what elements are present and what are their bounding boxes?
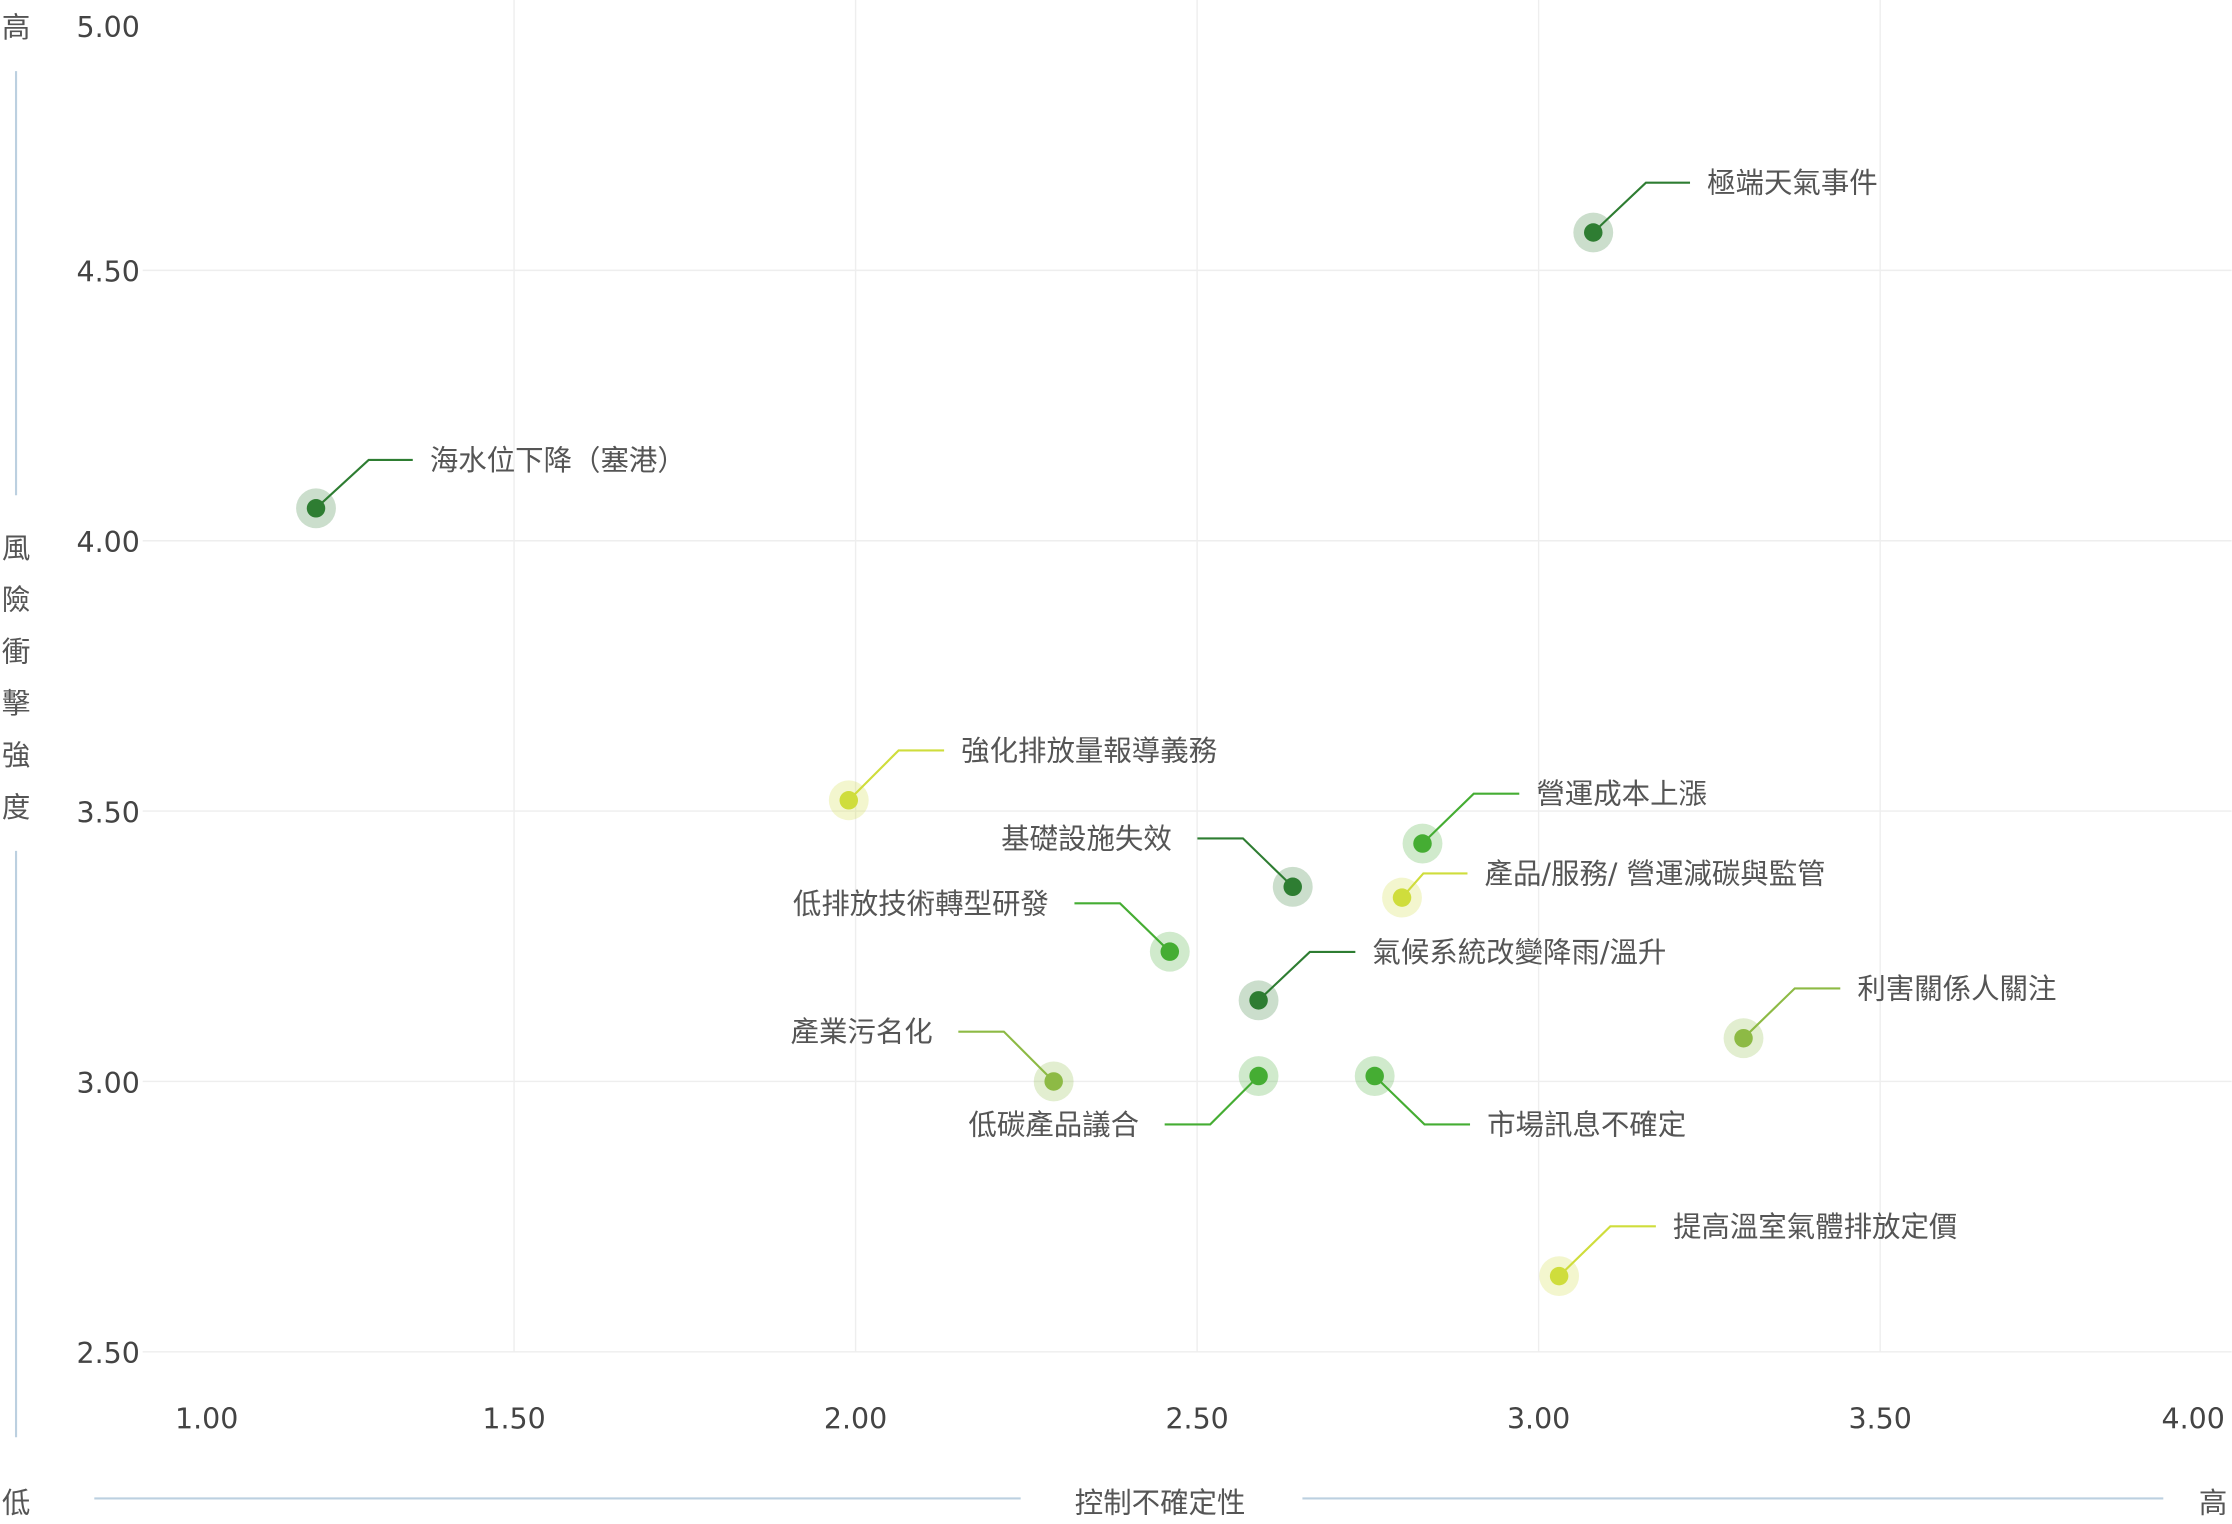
point-label: 極端天氣事件 [1707,167,1878,200]
x-tick-label: 1.50 [482,1403,545,1436]
point-marker[interactable] [839,791,859,810]
leader-line [1164,1075,1260,1126]
leader-line [848,749,945,802]
x-axis-title: 控制不確定性 [1075,1487,1246,1520]
data-point[interactable]: 營運成本上漲 [1402,778,1707,864]
x-tick-label: 4.00 [2162,1403,2225,1436]
x-tick-label: 1.00 [175,1403,238,1436]
point-label: 利害關係人關注 [1857,972,2056,1005]
leader-line [1373,1075,1471,1126]
x-low-label: 低 [2,1487,30,1520]
grid [142,0,2232,1353]
point-marker[interactable] [1392,888,1412,907]
leader-line [1197,837,1294,888]
y-tick-label: 2.50 [77,1337,140,1370]
leader-line [1074,902,1171,953]
data-point[interactable]: 極端天氣事件 [1573,167,1878,253]
data-point[interactable]: 利害關係人關注 [1723,972,2057,1059]
leader-line [1558,1225,1656,1277]
point-marker[interactable] [1160,942,1180,961]
leader-line [315,458,413,510]
point-marker[interactable] [1283,877,1302,897]
y-tick-label: 5.00 [77,11,140,44]
point-marker[interactable] [1044,1072,1063,1091]
point-label: 氣候系統改變降雨/溫升 [1372,936,1666,969]
point-label: 海水位下降（塞港） [430,444,686,477]
leader-line [958,1030,1055,1083]
point-label: 低排放技術轉型研發 [793,887,1049,920]
point-label: 市場訊息不確定 [1487,1108,1686,1141]
point-label: 提高溫室氣體排放定價 [1673,1210,1957,1243]
point-label: 產業污名化 [791,1016,933,1049]
x-high-label: 高 [2199,1487,2227,1520]
data-point[interactable]: 低排放技術轉型研發 [793,887,1190,972]
point-label: 低碳產品議合 [968,1108,1139,1141]
leader-line [1257,950,1356,1002]
data-point[interactable]: 海水位下降（塞港） [296,444,686,529]
y-axis-title-text: 風險衝擊強度 [2,532,30,824]
axis-decorations: 高 低 高 控制不確定性 風險衝擊強度 [2,11,2228,1520]
x-tick-label: 2.50 [1165,1403,1228,1436]
data-point[interactable]: 氣候系統改變降雨/溫升 [1238,936,1667,1021]
point-label: 營運成本上漲 [1536,778,1707,811]
point-marker[interactable] [306,499,326,518]
leader-line [1421,792,1520,845]
point-marker[interactable] [1249,1066,1268,1086]
data-point[interactable]: 提高溫室氣體排放定價 [1539,1210,1957,1297]
point-marker[interactable] [1549,1266,1569,1286]
leader-line [1401,872,1468,899]
point-marker[interactable] [1365,1066,1384,1086]
point-marker[interactable] [1584,223,1603,242]
point-label: 基礎設施失效 [1001,822,1172,855]
point-marker[interactable] [1734,1028,1753,1048]
data-point[interactable]: 市場訊息不確定 [1354,1056,1686,1141]
point-label: 產品/服務/ 營運減碳與監管 [1485,857,1826,890]
leader-line [1742,987,1841,1039]
x-tick-label: 2.00 [824,1403,887,1436]
point-marker[interactable] [1249,991,1268,1010]
data-point[interactable]: 基礎設施失效 [1001,822,1313,907]
leader-line [1592,181,1691,234]
y-high-label: 高 [2,11,30,44]
tick-labels: 1.00 1.50 2.00 2.50 3.00 3.50 4.00 5.00 4.50 4.00… [77,11,2225,1436]
y-tick-label: 3.00 [77,1067,140,1100]
y-tick-label: 4.50 [77,256,140,289]
y-axis-title: 風險衝擊強度 [2,532,30,824]
data-point[interactable]: 產品/服務/ 營運減碳與監管 [1382,857,1826,918]
data-point[interactable]: 強化排放量報導義務 [828,734,1217,821]
data-point[interactable]: 產業污名化 [791,1016,1074,1102]
point-marker[interactable] [1413,834,1432,853]
data-point[interactable]: 低碳產品議合 [968,1056,1279,1141]
x-tick-label: 3.50 [1848,1403,1911,1436]
x-tick-label: 3.00 [1507,1403,1570,1436]
y-tick-label: 3.50 [77,796,140,829]
y-tick-label: 4.00 [77,526,140,559]
point-label: 強化排放量報導義務 [961,734,1217,767]
